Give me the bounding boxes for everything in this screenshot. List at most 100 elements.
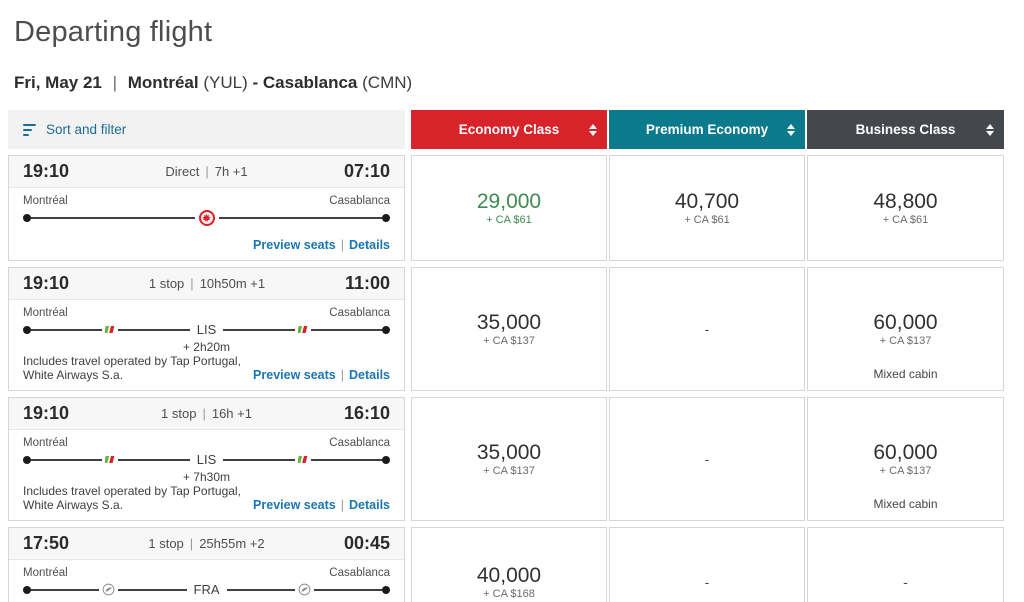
fare-cell-premium-economy[interactable]: - (609, 267, 805, 391)
origin-city-label: Montréal (23, 437, 68, 449)
details-link[interactable]: Details (349, 498, 390, 512)
fare-cell-economy[interactable]: 35,000 + CA $137 (411, 397, 607, 521)
origin-dot (23, 455, 31, 464)
sort-arrows-icon (589, 123, 597, 136)
destination-city-label: Casablanca (329, 567, 390, 579)
flight-timeline (23, 210, 390, 226)
fare-cash: + CA $137 (483, 465, 535, 478)
arrival-time: 07:10 (343, 161, 390, 181)
fare-cash: + CA $61 (882, 214, 929, 227)
fare-cash: + CA $137 (879, 335, 932, 348)
origin-dot (23, 325, 31, 334)
arrival-time: 16:10 (343, 403, 390, 423)
fare-cell-premium-economy[interactable]: - (609, 527, 805, 602)
fare-cell-economy[interactable]: 29,000 + CA $61 (411, 155, 607, 261)
column-header-premium-economy[interactable]: Premium Economy (609, 110, 805, 149)
flight-card: 19:10 1 stop | 16h +1 16:10 Montréal Casab… (8, 397, 405, 521)
sort-and-filter-button[interactable]: Sort and filter (8, 110, 405, 149)
premium-economy-label: Premium Economy (645, 122, 769, 137)
departure-time: 19:10 (23, 161, 70, 181)
column-header-business[interactable]: Business Class (807, 110, 1004, 149)
route-origin-city: Montréal (127, 73, 199, 92)
destination-city-label: Casablanca (329, 307, 390, 319)
fare-table: Sort and filter Economy Class Premium Ec… (8, 110, 1014, 602)
mixed-cabin-label: Mixed cabin (873, 367, 938, 381)
fare-cash: + CA $137 (879, 465, 932, 478)
fare-cell-economy[interactable]: 35,000 + CA $137 (411, 267, 607, 391)
fare-points: 48,800 (873, 189, 938, 213)
flight-summary: 1 stop | 16h +1 (161, 406, 252, 421)
route-header: Fri, May 21 | Montréal (YUL) - Casablanc… (14, 73, 1014, 93)
flight-timeline: LIS (23, 452, 391, 467)
stopover-code: LIS (196, 452, 217, 467)
flight-card: 19:10 1 stop | 10h50m +1 11:00 Montréal Ca… (8, 267, 405, 391)
details-link[interactable]: Details (349, 368, 390, 382)
fare-points: 35,000 (476, 440, 542, 464)
origin-city-label: Montréal (23, 307, 68, 319)
fare-cell-premium-economy[interactable]: - (609, 397, 805, 521)
route-origin-code: (YUL) (203, 73, 248, 92)
destination-city-label: Casablanca (329, 195, 390, 207)
sort-and-filter-label: Sort and filter (46, 122, 127, 137)
route-dash: - (252, 73, 259, 92)
fare-cell-business[interactable]: 60,000 + CA $137 Mixed cabin (807, 397, 1004, 521)
departure-time: 17:50 (23, 533, 70, 553)
fare-points: 60,000 (873, 310, 938, 334)
layover-duration: + 2h20m (182, 340, 231, 354)
flight-summary: 1 stop | 25h55m +2 (148, 536, 265, 551)
fare-points: 40,700 (674, 189, 740, 213)
flight-times-bar: 17:50 1 stop | 25h55m +2 00:45 (9, 528, 404, 560)
arrival-time: 11:00 (344, 273, 390, 293)
column-header-economy[interactable]: Economy Class (411, 110, 607, 149)
fare-points: 40,000 (476, 563, 542, 587)
flight-row: 19:10 Direct | 7h +1 07:10 Montréal Casabl… (8, 155, 1014, 261)
layover-duration: + 15h10m (23, 600, 390, 602)
fare-cell-economy[interactable]: 40,000 + CA $168 (411, 527, 607, 602)
flight-links: Preview seats | Details (253, 368, 390, 382)
fare-unavailable: - (704, 321, 710, 337)
flight-summary: Direct | 7h +1 (165, 164, 248, 179)
destination-city-label: Casablanca (329, 437, 390, 449)
preview-seats-link[interactable]: Preview seats (253, 238, 336, 252)
departure-time: 19:10 (23, 403, 70, 423)
origin-dot (23, 585, 31, 594)
sort-filter-icon (23, 123, 36, 136)
details-link[interactable]: Details (349, 238, 390, 252)
origin-city-label: Montréal (23, 195, 68, 207)
fare-table-header: Sort and filter Economy Class Premium Ec… (8, 110, 1014, 149)
flight-times-bar: 19:10 Direct | 7h +1 07:10 (9, 156, 404, 188)
fare-cell-business[interactable]: 60,000 + CA $137 Mixed cabin (807, 267, 1004, 391)
fare-cell-business[interactable]: - (807, 527, 1004, 602)
route-separator: | (112, 73, 118, 92)
route-destination-city: Casablanca (262, 73, 358, 92)
flight-row: 19:10 1 stop | 16h +1 16:10 Montréal Casab… (8, 397, 1014, 521)
preview-seats-link[interactable]: Preview seats (253, 368, 336, 382)
fare-unavailable: - (704, 574, 710, 590)
flight-row: 17:50 1 stop | 25h55m +2 00:45 Montréal Ca… (8, 527, 1014, 602)
flight-card: 17:50 1 stop | 25h55m +2 00:45 Montréal Ca… (8, 527, 405, 602)
preview-seats-link[interactable]: Preview seats (253, 498, 336, 512)
route-destination-code: (CMN) (362, 73, 413, 92)
origin-dot (23, 214, 31, 222)
fare-cell-business[interactable]: 48,800 + CA $61 (807, 155, 1004, 261)
destination-dot (382, 325, 391, 334)
air-canada-logo-icon (198, 210, 215, 226)
economy-class-label: Economy Class (458, 122, 560, 137)
business-class-label: Business Class (855, 122, 956, 137)
flight-links: Preview seats | Details (253, 498, 390, 512)
lufthansa-logo-icon (102, 583, 115, 596)
layover-duration: + 7h30m (182, 470, 231, 484)
fare-points: 35,000 (476, 310, 542, 334)
flight-row: 19:10 1 stop | 10h50m +1 11:00 Montréal Ca… (8, 267, 1014, 391)
destination-dot (382, 214, 390, 222)
origin-city-label: Montréal (23, 567, 68, 579)
fare-points: 60,000 (873, 440, 938, 464)
route-date: Fri, May 21 (14, 73, 102, 92)
sort-arrows-icon (787, 123, 795, 136)
arrival-time: 00:45 (343, 533, 390, 553)
lufthansa-logo-icon (298, 583, 311, 596)
fare-cell-premium-economy[interactable]: 40,700 + CA $61 (609, 155, 805, 261)
operated-by-note: Includes travel operated by Tap Portugal… (23, 484, 241, 512)
flight-timeline: FRA (23, 582, 390, 597)
tap-portugal-logo-icon (105, 325, 115, 334)
